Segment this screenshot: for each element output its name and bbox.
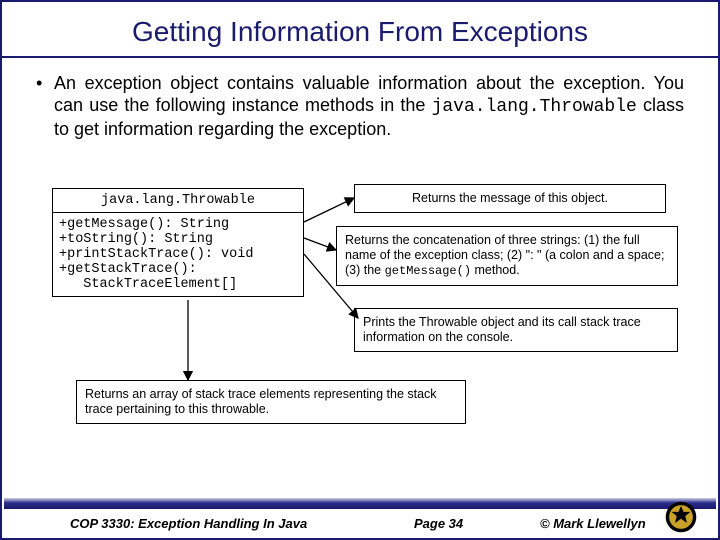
- uml-methods: getMessage(): String toString(): String …: [67, 217, 253, 292]
- ucf-logo: [664, 500, 698, 534]
- footer-right: © Mark Llewellyn: [540, 516, 646, 531]
- uml-class-name: java.lang.Throwable: [53, 189, 303, 213]
- desc-get-stack: Returns an array of stack trace elements…: [76, 380, 466, 424]
- bullet-text: An exception object contains valuable in…: [54, 72, 684, 140]
- bullet-marker: •: [36, 72, 54, 140]
- uml-class-box: java.lang.Throwable + + + + getMessage()…: [52, 188, 304, 297]
- desc-to-string: Returns the concatenation of three strin…: [336, 226, 678, 286]
- desc-get-message: Returns the message of this object.: [354, 184, 666, 213]
- slide-title: Getting Information From Exceptions: [2, 2, 718, 58]
- desc-get-stack-text: Returns an array of stack trace elements…: [85, 387, 437, 416]
- bullet-code: java.lang.Throwable: [432, 97, 637, 117]
- footer: COP 3330: Exception Handling In Java Pag…: [4, 498, 716, 536]
- footer-mid: Page 34: [414, 516, 463, 531]
- desc-to-string-b: method.: [471, 263, 520, 277]
- bullet-item: • An exception object contains valuable …: [2, 58, 718, 140]
- desc-print-stack: Prints the Throwable object and its call…: [354, 308, 678, 352]
- diagram-area: java.lang.Throwable + + + + getMessage()…: [2, 184, 720, 484]
- footer-left: COP 3330: Exception Handling In Java: [70, 516, 307, 531]
- footer-text: COP 3330: Exception Handling In Java Pag…: [4, 510, 716, 536]
- footer-bar: [4, 498, 716, 509]
- desc-get-message-text: Returns the message of this object.: [412, 191, 608, 205]
- uml-plus-column: + + + +: [59, 217, 67, 292]
- uml-class-body: + + + + getMessage(): String toString():…: [53, 213, 303, 296]
- desc-print-stack-text: Prints the Throwable object and its call…: [363, 315, 641, 344]
- slide: Getting Information From Exceptions • An…: [0, 0, 720, 540]
- desc-to-string-code: getMessage(): [385, 264, 471, 278]
